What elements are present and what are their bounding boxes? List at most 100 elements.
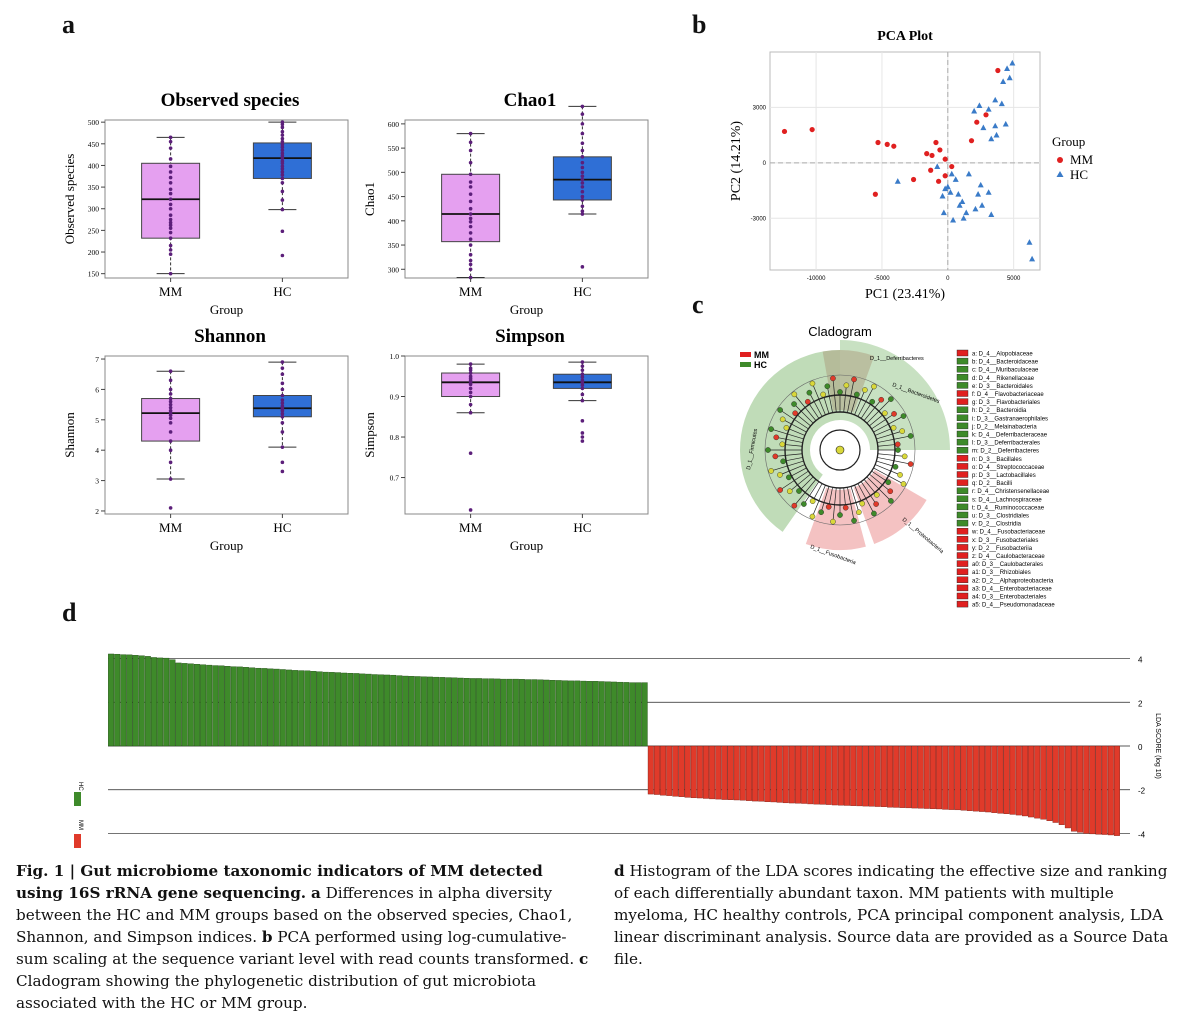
data-point bbox=[280, 164, 285, 169]
x-axis-label: PC1 (23.41%) bbox=[865, 287, 945, 302]
taxon-label: e: D_3__Bacteroidales bbox=[972, 384, 1033, 390]
data-point bbox=[280, 411, 285, 416]
data-point bbox=[580, 435, 585, 439]
legend-title: Group bbox=[1052, 134, 1085, 149]
tree-branch bbox=[779, 409, 809, 430]
taxon-label: d: D_4__Rikenellaceae bbox=[972, 376, 1035, 382]
y-tick-label: 7 bbox=[95, 355, 99, 364]
pca-point-hc bbox=[992, 122, 999, 129]
taxon-label: a5: D_4__Pseudomonadaceae bbox=[972, 603, 1055, 609]
data-point bbox=[168, 252, 173, 256]
data-point bbox=[280, 154, 285, 158]
tree-node bbox=[791, 502, 798, 509]
tree-branch bbox=[807, 401, 820, 419]
tree-node bbox=[777, 407, 783, 413]
tree-node bbox=[907, 461, 914, 467]
data-point bbox=[468, 185, 473, 189]
legend-swatch-mm bbox=[74, 834, 81, 848]
tree-branch bbox=[847, 487, 855, 521]
lda-bar-mm bbox=[1077, 745, 1084, 833]
cladogram-taxa-legend: a: D_4__Alopobiaceae b: D_4__Bacteroidace… bbox=[956, 349, 1055, 609]
pca-point-mm bbox=[974, 119, 980, 125]
tree-branch bbox=[786, 427, 806, 436]
data-point bbox=[168, 396, 173, 401]
shannon-boxplot: Shannon 2 3 4 5 6 7 Shannon Group MM HC bbox=[62, 326, 349, 553]
lda-bar-mm bbox=[966, 745, 973, 811]
data-point bbox=[468, 410, 473, 415]
tree-branch bbox=[822, 394, 830, 414]
data-point bbox=[580, 398, 585, 403]
panel-label-d: d bbox=[62, 598, 77, 627]
y-axis-label: LDA SCORE (log 10) bbox=[1154, 713, 1161, 779]
data-point bbox=[580, 378, 585, 383]
tree-node bbox=[897, 472, 903, 478]
lda-bar-hc bbox=[206, 664, 213, 747]
lda-bar-hc bbox=[341, 672, 348, 747]
data-point bbox=[468, 386, 473, 391]
lda-bar-mm bbox=[764, 745, 771, 802]
lda-bar-mm bbox=[844, 745, 851, 806]
data-point bbox=[168, 248, 173, 252]
lda-bar-hc bbox=[181, 663, 188, 747]
pca-point-mm bbox=[942, 173, 948, 179]
tree-node bbox=[809, 498, 816, 504]
data-point bbox=[168, 378, 173, 383]
lda-bar-hc bbox=[598, 681, 605, 747]
legend-swatch-hc bbox=[740, 362, 751, 367]
data-point bbox=[280, 180, 285, 185]
data-point bbox=[280, 460, 285, 465]
lda-bar-hc bbox=[512, 678, 519, 747]
x-axis-label: Group bbox=[510, 302, 543, 317]
taxon-swatch bbox=[956, 544, 969, 551]
x-axis-label: Group bbox=[210, 302, 243, 317]
pca-point-mm bbox=[968, 138, 975, 144]
tree-branch bbox=[850, 486, 860, 513]
tree-branch bbox=[789, 473, 811, 492]
data-point bbox=[580, 386, 585, 391]
lda-bar-hc bbox=[469, 678, 476, 747]
y-tick-label: 350 bbox=[388, 241, 400, 250]
lda-bar-hc bbox=[310, 671, 317, 747]
figure-caption-right: d Histogram of the LDA scores indicating… bbox=[614, 860, 1186, 970]
tree-branch bbox=[854, 389, 866, 416]
data-point bbox=[168, 197, 173, 202]
lda-bar-mm bbox=[653, 745, 660, 795]
tree-node bbox=[854, 391, 860, 398]
tree-branch bbox=[794, 412, 811, 427]
x-axis-label: Group bbox=[510, 538, 543, 553]
taxon-swatch bbox=[956, 382, 969, 389]
data-point bbox=[168, 206, 173, 211]
data-point bbox=[468, 237, 473, 242]
caption-a-letter: a bbox=[310, 884, 321, 902]
lda-bar-mm bbox=[660, 745, 667, 796]
data-point bbox=[280, 189, 285, 194]
tree-node bbox=[856, 509, 862, 516]
taxon-swatch bbox=[956, 584, 969, 592]
clade-label: D_1__Deferribacteres bbox=[870, 356, 924, 362]
lda-bar-mm bbox=[893, 745, 900, 808]
lda-bar-mm bbox=[709, 745, 716, 800]
tree-branch bbox=[860, 401, 873, 419]
lda-bar-mm bbox=[868, 745, 875, 807]
tree-node bbox=[824, 383, 831, 390]
data-point bbox=[468, 199, 473, 204]
data-point bbox=[468, 366, 473, 370]
tree-branch bbox=[873, 467, 904, 485]
tree-node bbox=[818, 509, 824, 516]
legend-swatch-hc bbox=[74, 792, 81, 806]
pca-point-mm bbox=[949, 163, 955, 170]
y-axis-label: Chao1 bbox=[362, 182, 377, 216]
taxon-label: h: D_2__Bacteroidia bbox=[972, 408, 1027, 414]
lda-bar-mm bbox=[739, 745, 746, 801]
tree-node bbox=[900, 413, 907, 419]
data-point bbox=[168, 146, 173, 150]
lda-bar-mm bbox=[1095, 745, 1102, 835]
tree-branch bbox=[770, 428, 804, 440]
lda-bar-hc bbox=[114, 653, 121, 747]
lda-bar-hc bbox=[193, 664, 200, 747]
data-point bbox=[580, 141, 585, 146]
tree-node bbox=[888, 396, 894, 402]
data-point bbox=[468, 206, 473, 211]
plot-frame bbox=[104, 119, 349, 279]
lda-bar-hc bbox=[218, 665, 225, 747]
